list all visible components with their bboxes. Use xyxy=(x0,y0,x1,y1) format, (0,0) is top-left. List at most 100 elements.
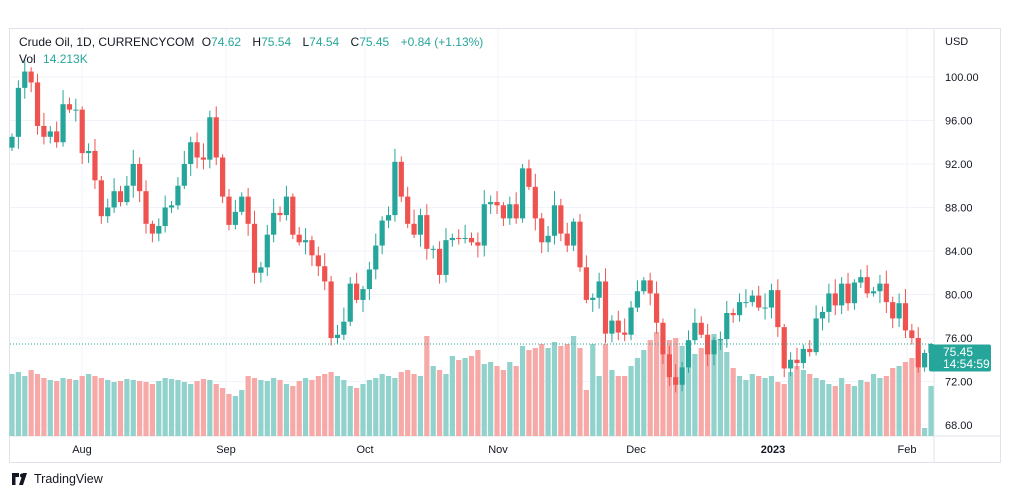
candle-body xyxy=(787,359,794,369)
volume-bar xyxy=(641,350,647,436)
volume-bar xyxy=(341,380,347,436)
candle-body xyxy=(175,185,181,206)
time-tick-label: Oct xyxy=(356,444,373,456)
volume-bar xyxy=(922,428,928,436)
candle-body xyxy=(922,353,928,368)
candle-body xyxy=(54,131,60,143)
close-label: C xyxy=(350,35,360,49)
candle-body xyxy=(705,334,711,355)
volume-bar xyxy=(481,364,487,436)
candle-body xyxy=(832,293,838,306)
volume-bar xyxy=(615,376,621,436)
candle-body xyxy=(622,332,628,335)
volume-bar xyxy=(85,374,92,436)
candle-body xyxy=(666,354,672,378)
time-tick-label: Aug xyxy=(72,444,92,456)
volume-bar xyxy=(385,376,392,436)
symbol-title[interactable]: Crude Oil, 1D, CURRENCYCOM xyxy=(19,35,195,49)
volume-bar xyxy=(309,380,315,436)
volume-bar xyxy=(220,388,226,436)
volume-bar xyxy=(28,370,34,436)
volume-bar xyxy=(839,378,845,436)
candle-body xyxy=(653,293,660,323)
candle-body xyxy=(47,131,53,137)
volume-bar xyxy=(660,336,666,436)
candle-body xyxy=(507,204,513,219)
candle-body xyxy=(130,164,136,186)
open-value: 74.62 xyxy=(211,35,242,49)
candle-body xyxy=(685,340,692,368)
volume-bar xyxy=(519,346,526,436)
price-tick-label: 76.00 xyxy=(945,333,973,345)
volume-bar xyxy=(162,378,168,436)
volume-bar xyxy=(877,378,883,436)
candle-body xyxy=(385,215,392,221)
candle-body xyxy=(207,117,213,160)
close-value: 75.45 xyxy=(359,35,390,49)
volume-bar xyxy=(296,381,302,436)
candle-body xyxy=(73,109,79,111)
volume-bar xyxy=(168,379,175,436)
volume-bar xyxy=(290,386,296,436)
volume-bar xyxy=(111,382,117,436)
candle-body xyxy=(315,255,321,267)
last-price-value: 75.45 xyxy=(943,345,973,359)
candle-body xyxy=(909,330,915,338)
open-label: O xyxy=(201,35,212,49)
candle-body xyxy=(245,196,251,224)
volume-bar xyxy=(417,376,424,436)
candle-body xyxy=(539,218,545,243)
candle-body xyxy=(870,291,877,294)
volume-bar xyxy=(315,376,321,436)
candle-body xyxy=(526,168,532,187)
volume-legend: Vol 14.213K xyxy=(19,52,92,66)
candle-body xyxy=(564,233,570,246)
volume-bar xyxy=(73,380,79,436)
volume-bar xyxy=(468,356,475,436)
volume-bar xyxy=(34,374,41,436)
volume-bar xyxy=(347,386,353,436)
candle-body xyxy=(105,207,111,217)
candle-body xyxy=(85,150,92,154)
candle-body xyxy=(596,281,602,298)
volume-bar xyxy=(583,390,589,436)
volume-bar xyxy=(590,344,596,436)
volume-bar xyxy=(79,376,85,436)
volume-bar xyxy=(832,386,838,436)
vol-label[interactable]: Vol xyxy=(19,52,36,66)
candle-body xyxy=(762,307,768,309)
candle-body xyxy=(488,202,494,205)
high-label: H xyxy=(252,35,262,49)
candle-body xyxy=(615,320,621,333)
volume-bar xyxy=(258,380,264,436)
volume-bar xyxy=(800,370,806,436)
volume-bar xyxy=(928,386,934,436)
volume-bar xyxy=(500,370,507,436)
candle-body xyxy=(239,196,245,212)
candle-body xyxy=(251,223,258,273)
candle-body xyxy=(188,142,194,164)
candle-body xyxy=(462,237,468,240)
candle-body xyxy=(743,302,749,304)
volume-bar xyxy=(513,366,519,436)
price-tick-label: 80.00 xyxy=(945,290,973,302)
candle-body xyxy=(194,142,200,158)
candle-body xyxy=(845,283,851,304)
candle-body xyxy=(309,240,315,256)
volume-bar xyxy=(232,396,238,436)
candle-body xyxy=(915,338,921,368)
volume-bar xyxy=(302,378,309,436)
candle-body xyxy=(794,359,800,364)
volume-bar xyxy=(264,381,270,436)
candle-body xyxy=(749,295,755,303)
volume-bar xyxy=(596,376,602,436)
volume-bar xyxy=(194,381,200,436)
candle-body xyxy=(334,334,341,338)
candle-body xyxy=(347,283,353,322)
change-value: +0.84 (+1.13%) xyxy=(400,35,484,49)
candle-body xyxy=(826,293,832,312)
volume-bar xyxy=(130,380,136,436)
candle-body xyxy=(807,348,813,353)
tradingview-logo[interactable]: TradingView xyxy=(12,472,103,486)
